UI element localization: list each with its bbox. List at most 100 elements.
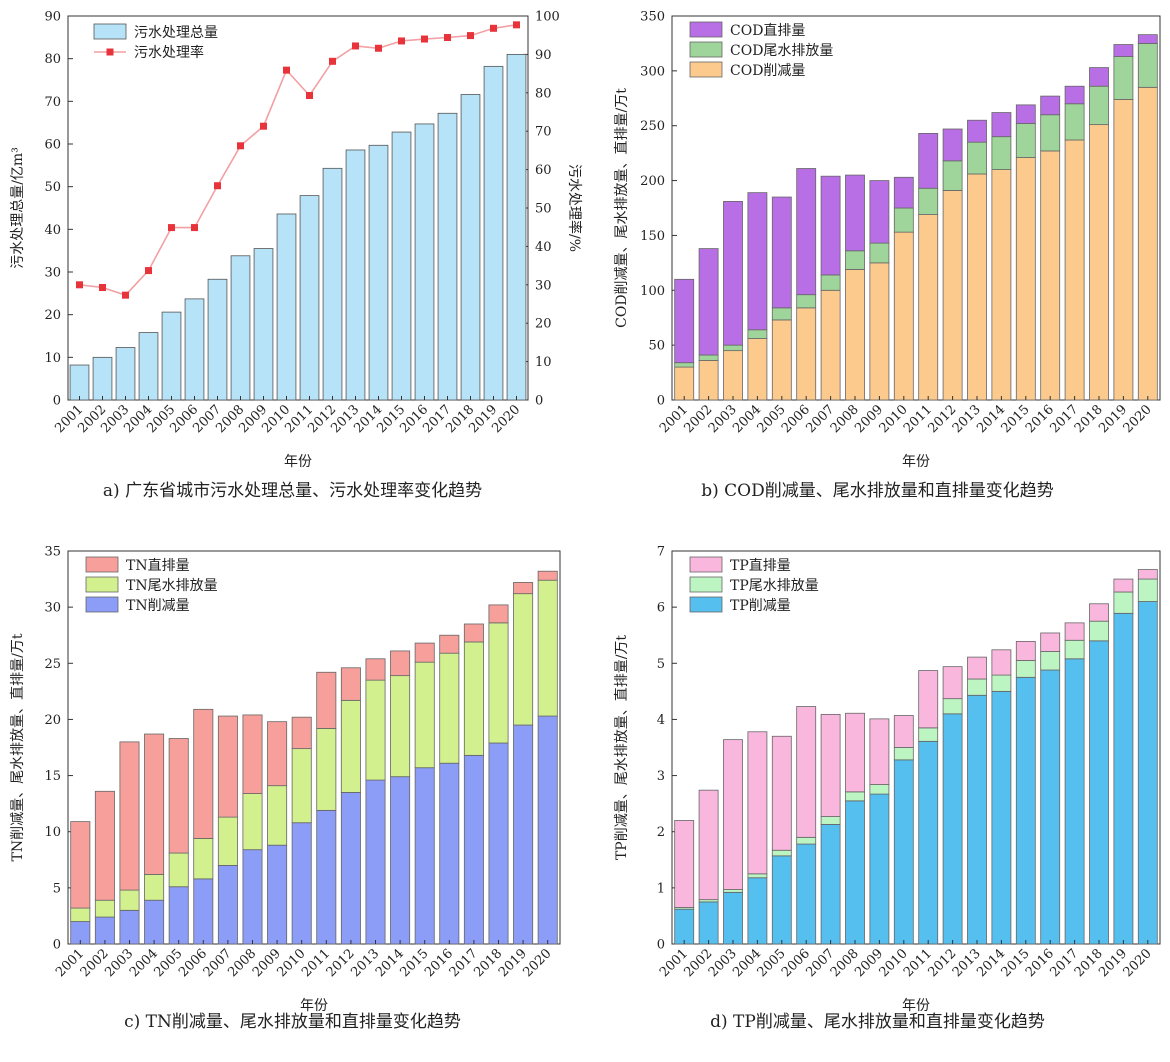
- bar-segment: [144, 733, 165, 875]
- legend-swatch: [85, 556, 119, 573]
- y2-tick-label: 20: [535, 317, 552, 332]
- bar-segment: [168, 886, 189, 945]
- legend-label: COD直排量: [730, 22, 805, 39]
- rate-marker: [145, 267, 152, 275]
- bar: [414, 123, 435, 401]
- bar-segment: [463, 641, 484, 756]
- legend-label: COD尾水排放量: [730, 43, 833, 59]
- bar-segment: [698, 354, 719, 361]
- bar-segment: [267, 721, 288, 787]
- chart-c-caption: c) TN削减量、尾水排放量和直排量变化趋势: [124, 1012, 461, 1032]
- chart-a-caption: a) 广东省城市污水处理总量、污水处理率变化趋势: [102, 481, 483, 501]
- bar-segment: [463, 754, 484, 945]
- bar-segment: [845, 791, 865, 802]
- bar: [69, 364, 90, 401]
- y-tick-label: 15: [44, 769, 61, 784]
- rate-marker: [122, 291, 129, 299]
- y-tick-label: 50: [44, 180, 61, 195]
- bar-segment: [1137, 86, 1158, 401]
- bar-segment: [242, 793, 263, 851]
- y2-tick-label: 50: [535, 202, 552, 217]
- bar-segment: [698, 360, 719, 401]
- chart-d-svg: 0123456720012002200320042005200620072008…: [613, 545, 1161, 1014]
- y-tick-label: 1: [657, 881, 665, 896]
- rate-line: [79, 24, 517, 297]
- chart-a-svg: 0 10 20 30 40 50 60 70 80 90 0 10 20 30 40 50 60 70 80 90 10…: [10, 10, 583, 471]
- bar-segment: [267, 844, 288, 945]
- y2-tick-label: 90: [535, 48, 552, 63]
- bar-segment: [869, 784, 890, 795]
- legend-label: TP尾水排放量: [730, 578, 819, 594]
- rate-marker: [76, 281, 83, 289]
- bar-segment: [513, 724, 534, 945]
- y-tick-label: 0: [53, 938, 61, 953]
- bar-segment: [845, 250, 865, 270]
- y-tick-label: 25: [44, 657, 61, 672]
- bar-segment: [193, 708, 214, 839]
- y-tick-label: 30: [44, 601, 61, 616]
- rate-marker: [306, 91, 313, 99]
- bar: [391, 131, 412, 401]
- bar: [92, 356, 113, 401]
- bar-segment: [991, 169, 1012, 401]
- bar-segment: [991, 136, 1012, 171]
- y2-tick-label: 30: [535, 278, 552, 293]
- bar-segment: [1089, 67, 1109, 87]
- bar-segment: [488, 622, 509, 744]
- bar-segment: [723, 891, 743, 945]
- legend-label: TP直排量: [730, 557, 791, 574]
- y2-tick-label: 100: [535, 10, 560, 25]
- y-tick-label: 10: [44, 825, 61, 840]
- bar-segment: [316, 809, 337, 945]
- bar-segment: [94, 916, 115, 945]
- chart-d-caption: d) TP削减量、尾水排放量和直排量变化趋势: [710, 1012, 1045, 1032]
- bar-segment: [217, 864, 238, 945]
- bar-segment: [967, 678, 987, 696]
- bar-segment: [1064, 103, 1085, 141]
- bar-segment: [1089, 85, 1109, 126]
- bar-segment: [291, 822, 312, 945]
- bar-segment: [771, 319, 792, 401]
- bar-segment: [771, 735, 792, 851]
- bar-segment: [242, 714, 263, 794]
- rate-marker: [260, 122, 267, 130]
- plot-frame: [67, 15, 529, 401]
- bar-segment: [439, 652, 460, 764]
- bar-segment: [723, 344, 743, 352]
- bar-segment: [1113, 591, 1134, 614]
- bar: [207, 278, 228, 401]
- y-tick-label: 5: [53, 881, 61, 896]
- bar-segment: [267, 785, 288, 846]
- bar-segment: [796, 294, 817, 309]
- bar-segment: [991, 674, 1012, 692]
- rate-marker: [421, 35, 428, 43]
- y-tick-label: 3: [657, 769, 665, 784]
- bar-segment: [698, 248, 719, 356]
- bar: [138, 332, 159, 401]
- rate-marker: [467, 32, 474, 40]
- rate-marker: [352, 42, 359, 50]
- legend-label: TN尾水排放量: [126, 578, 218, 594]
- y-axis-label: TP削减量、尾水排放量、直排量/万t: [613, 635, 630, 860]
- bar: [184, 298, 205, 401]
- bar-segment: [967, 173, 987, 401]
- y-tick-label: 200: [640, 174, 665, 189]
- bar-segment: [845, 269, 865, 401]
- y2-tick-label: 80: [535, 86, 552, 101]
- y-tick-label: 90: [44, 10, 61, 25]
- y2-tick-label: 40: [535, 240, 552, 255]
- bar-segment: [747, 329, 768, 339]
- bar-segment: [193, 838, 214, 880]
- chart-b-caption: b) COD削减量、尾水排放量和直排量变化趋势: [701, 481, 1054, 501]
- bar-segment: [796, 843, 817, 945]
- bar-segment: [747, 192, 768, 331]
- y-tick-label: 10: [44, 351, 61, 366]
- chart-panel-c: 0 5 10 15 20 25 30 35 2001 2002 2003 2004 2005 2006 20…: [0, 531, 585, 1062]
- y2-tick-label: 0: [535, 394, 543, 409]
- bar-segment: [1113, 98, 1134, 401]
- rate-marker: [490, 24, 497, 32]
- legend-label: 污水处理总量: [134, 25, 218, 41]
- bar: [253, 248, 274, 401]
- bar-segment: [918, 214, 939, 401]
- bar-segment: [365, 679, 386, 781]
